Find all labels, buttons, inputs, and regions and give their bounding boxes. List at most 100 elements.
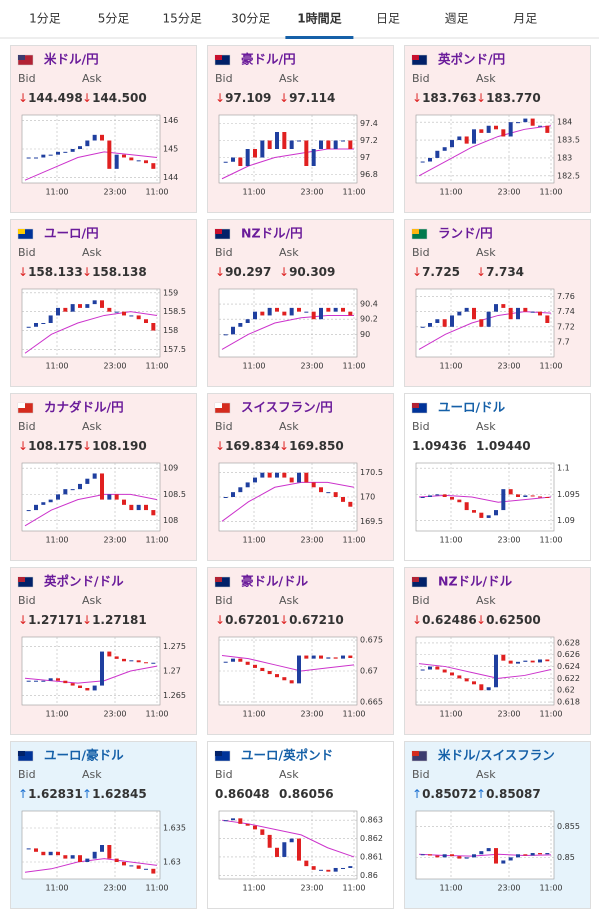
candle xyxy=(70,489,75,491)
x-tick-label: 11:00 xyxy=(242,188,265,197)
ask-price: 90.309 xyxy=(289,265,335,279)
candle xyxy=(508,307,513,320)
candle xyxy=(144,160,148,164)
rate-card[interactable]: ユーロ/ドル Bid Ask 1.09436 1.09440 1.09 1.095 1.1 11… xyxy=(404,393,591,561)
candle xyxy=(100,300,104,308)
ask-value: ↓90.309 xyxy=(279,265,335,279)
candle xyxy=(297,472,301,483)
candle xyxy=(144,868,148,870)
candle xyxy=(151,662,156,664)
candle xyxy=(260,472,265,478)
y-tick-label: 158 xyxy=(163,326,178,335)
candle xyxy=(85,304,90,308)
candle xyxy=(304,655,309,659)
ask-price: 158.138 xyxy=(92,265,147,279)
ask-label: Ask xyxy=(279,594,299,607)
y-tick-label: 0.862 xyxy=(360,834,383,843)
candle xyxy=(297,655,301,684)
tab[interactable]: 30分足 xyxy=(231,12,270,26)
y-tick-label: 108.5 xyxy=(163,490,186,499)
candle xyxy=(122,311,126,316)
pair-name: ランド/円 xyxy=(438,226,493,241)
direction-arrow: ↓ xyxy=(215,439,225,453)
candle xyxy=(253,149,257,158)
candle xyxy=(289,307,294,316)
tab[interactable]: 日足 xyxy=(376,12,400,26)
candle xyxy=(114,494,119,500)
ask-price: 1.09440 xyxy=(476,439,531,453)
tab[interactable]: 1分足 xyxy=(29,12,61,26)
candle xyxy=(428,323,432,327)
candle xyxy=(297,307,301,312)
pair-name: 英ポンド/円 xyxy=(438,52,505,67)
y-tick-label: 170 xyxy=(360,493,375,502)
y-tick-label: 0.62 xyxy=(557,686,575,695)
candle xyxy=(26,326,31,328)
y-tick-label: 97.2 xyxy=(360,136,378,145)
tab[interactable]: 月足 xyxy=(513,12,537,26)
x-tick-label: 11:00 xyxy=(45,710,68,719)
bid-value: ↓183.763 xyxy=(412,91,477,105)
rate-card[interactable]: ユーロ/英ポンド Bid Ask 0.86048 0.86056 0.86 0.861 0.8… xyxy=(207,741,394,909)
pair-name: NZドル/円 xyxy=(241,226,303,241)
candle xyxy=(530,118,535,126)
chart-bg xyxy=(415,810,555,880)
candle xyxy=(129,660,134,662)
candle xyxy=(442,147,447,151)
chart-bg xyxy=(415,636,555,706)
candle xyxy=(435,666,440,670)
tab[interactable]: 週足 xyxy=(445,12,469,26)
candle xyxy=(289,477,294,483)
moving-average xyxy=(418,663,552,679)
candle xyxy=(486,311,491,327)
tab[interactable]: 1時間足 xyxy=(297,11,341,26)
candle xyxy=(48,499,53,503)
tab[interactable]: 5分足 xyxy=(98,12,130,26)
candle xyxy=(122,154,126,158)
ask-price: 1.27181 xyxy=(92,613,147,627)
ask-value: ↓1.27181 xyxy=(82,613,147,627)
candle xyxy=(508,122,513,137)
x-tick-label: 23:00 xyxy=(103,884,126,893)
candle xyxy=(223,497,228,498)
pair-name: 米ドル/円 xyxy=(43,52,99,67)
candle xyxy=(479,129,484,133)
moving-average xyxy=(24,858,158,873)
candle xyxy=(122,658,126,662)
moving-average xyxy=(24,311,158,354)
candle xyxy=(326,307,331,312)
candle xyxy=(245,482,250,488)
candle xyxy=(516,494,520,497)
x-tick-label: 11:00 xyxy=(145,536,168,545)
x-tick-label: 11:00 xyxy=(539,710,562,719)
bid-value: ↓169.834 xyxy=(215,439,280,453)
candle xyxy=(267,140,272,149)
tab[interactable]: 15分足 xyxy=(163,12,202,26)
bid-price: 1.62831 xyxy=(28,787,83,801)
x-tick-label: 23:00 xyxy=(300,188,323,197)
candle xyxy=(34,504,38,511)
candle xyxy=(34,157,38,159)
candle xyxy=(319,140,323,149)
candle xyxy=(144,504,148,511)
ask-label: Ask xyxy=(279,246,299,259)
x-tick-label: 11:00 xyxy=(145,710,168,719)
candle xyxy=(41,851,46,856)
candle xyxy=(289,838,294,843)
chart-bg xyxy=(415,462,555,532)
y-tick-label: 182.5 xyxy=(557,171,580,180)
x-tick-label: 11:00 xyxy=(342,884,365,893)
